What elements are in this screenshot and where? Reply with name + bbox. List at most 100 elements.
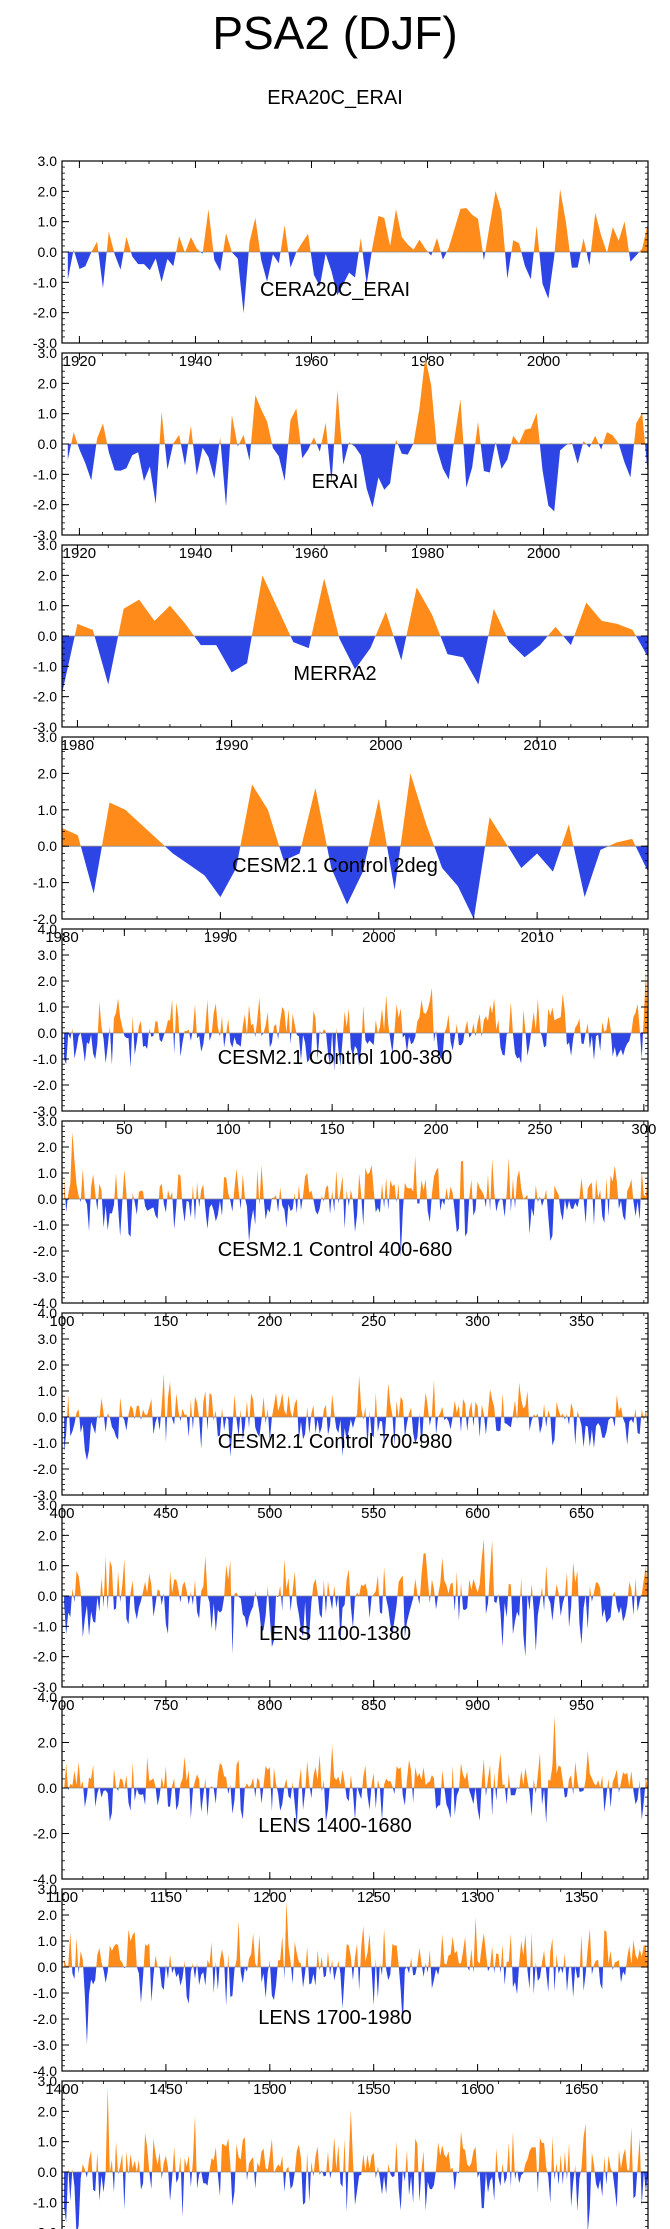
y-tick-label: -1.0 — [33, 875, 57, 891]
x-tick-label: 300 — [631, 1121, 656, 1138]
y-tick-label: -1.0 — [33, 1618, 57, 1634]
negative-area — [64, 1788, 649, 1826]
x-tick-label: 1250 — [357, 1889, 390, 1906]
plot-frame — [61, 736, 649, 920]
x-tick-label: 1940 — [179, 545, 212, 562]
chart-svg: 3.02.01.00.0-1.0-2.0-3.01700175018001850… — [33, 2073, 649, 2229]
positive-area — [64, 1900, 649, 1967]
y-tick-label: -2.0 — [33, 689, 57, 705]
x-tick-label: 650 — [569, 1505, 594, 1522]
x-tick-label: 1350 — [565, 1889, 598, 1906]
x-tick-label: 1300 — [461, 1889, 494, 1906]
y-tick-label: -3.0 — [33, 1269, 57, 1285]
y-tick-label: 0.0 — [38, 1959, 58, 1975]
positive-area — [64, 971, 649, 1033]
y-tick-label: -3.0 — [33, 2037, 57, 2053]
y-tick-label: 1.0 — [38, 1165, 58, 1181]
y-tick-label: 3.0 — [38, 537, 58, 553]
chart-svg: 3.0 2.0 1.0 0.0 -1.0 -2.0 -3.0 1920 1940 1960 1980… — [33, 153, 649, 370]
plot-frame — [61, 928, 649, 1112]
x-tick-label: 250 — [361, 1313, 386, 1330]
x-tick-label: 450 — [153, 1505, 178, 1522]
y-tick-label: 3.0 — [38, 153, 58, 169]
x-tick-label: 1960 — [295, 353, 328, 370]
x-tick-label: 900 — [465, 1697, 490, 1714]
positive-area — [62, 575, 648, 636]
y-tick-label: 0.0 — [38, 1780, 58, 1796]
x-tick-label: 1450 — [149, 2081, 182, 2098]
positive-area — [67, 357, 648, 444]
y-tick-label: -1.0 — [33, 466, 57, 482]
y-tick-label: 2.0 — [38, 2103, 58, 2119]
chart-svg: 3.0 2.0 1.0 0.0 -1.0 -2.0 1980 1990 2000 2010 — [33, 729, 649, 946]
y-tick-label: 3.0 — [38, 1113, 58, 1129]
y-tick-label: 0.0 — [38, 244, 58, 260]
x-tick-label: 150 — [320, 1121, 345, 1138]
y-tick-label: -1.0 — [33, 1051, 57, 1067]
chart-title: CESM2.1 Control 100-380 — [217, 1047, 453, 1069]
y-tick-label: 3.0 — [38, 1331, 58, 1347]
x-tick-label: 2010 — [520, 929, 553, 946]
y-tick-label: -3.0 — [33, 527, 57, 543]
negative-area — [64, 1596, 649, 1657]
y-tick-label: 1.0 — [38, 1383, 58, 1399]
y-tick-label: 1.0 — [38, 406, 58, 422]
y-tick-label: -2.0 — [33, 1461, 57, 1477]
y-tick-label: 3.0 — [38, 1881, 58, 1897]
chart-panel: LENS 1400-1680 3.0 2.0 1.0 0.0 -1.0 -2.0 -3.0 -4… — [0, 1814, 670, 2098]
x-tick-label: 750 — [153, 1697, 178, 1714]
x-tick-label: 1920 — [63, 353, 96, 370]
y-tick-label: 2.0 — [38, 973, 58, 989]
chart-panel: ERAI 3.0 2.0 1.0 0.0 -1.0 -2.0 -3.0 1980 1990 2000… — [0, 470, 670, 754]
chart-panel: CESM2.1 Control 700-980 3.0 2.0 1.0 0.0 -1.0 -… — [0, 1430, 670, 1714]
y-tick-label: -3.0 — [33, 1487, 57, 1503]
chart-panel: MERRA2 3.0 2.0 1.0 0.0 -1.0 -2.0 1980 1990 2000 20… — [0, 662, 670, 946]
y-tick-label: 2.0 — [38, 1357, 58, 1373]
chart-title: ERAI — [311, 471, 359, 493]
y-tick-label: -2.0 — [33, 1649, 57, 1665]
y-tick-label: -2.0 — [33, 1243, 57, 1259]
x-tick-label: 50 — [116, 1121, 133, 1138]
chart-panel: LENS 1100-1380 4.0 2.0 0.0 -2.0 -4.0 1100 1150 1… — [0, 1622, 670, 1906]
x-tick-label: 1990 — [215, 737, 248, 754]
x-tick-label: 1650 — [565, 2081, 598, 2098]
y-tick-label: 0.0 — [38, 1025, 58, 1041]
positive-area — [64, 1715, 649, 1788]
chart-panel: LENS 1700-19803.02.01.00.0-1.0-2.0-3.017… — [0, 2006, 670, 2229]
plot-frame — [61, 1312, 649, 1496]
y-tick-label: 3.0 — [38, 947, 58, 963]
y-tick-label: 2.0 — [38, 183, 58, 199]
negative-area — [62, 846, 648, 919]
chart-svg: 3.0 2.0 1.0 0.0 -1.0 -2.0 -3.0 1920 1940 1960 1980… — [33, 345, 649, 562]
y-tick-label: 2.0 — [38, 375, 58, 391]
chart-title: LENS 1700-1980 — [258, 2007, 412, 2029]
x-tick-label: 850 — [361, 1697, 386, 1714]
negative-area — [64, 2172, 648, 2229]
y-tick-label: -2.0 — [33, 1077, 57, 1093]
y-tick-label: -2.0 — [33, 305, 57, 321]
y-tick-label: 3.0 — [38, 2073, 58, 2089]
y-tick-label: -1.0 — [33, 1435, 57, 1451]
y-tick-label: 4.0 — [38, 921, 58, 937]
y-tick-label: 2.0 — [38, 1907, 58, 1923]
x-tick-label: 200 — [424, 1121, 449, 1138]
x-tick-label: 2000 — [527, 353, 560, 370]
y-tick-label: -1.0 — [33, 1985, 57, 2001]
plot-frame — [61, 1120, 649, 1304]
x-tick-label: 1980 — [61, 737, 94, 754]
chart-title: LENS 1400-1680 — [258, 1815, 412, 1837]
negative-area — [67, 252, 648, 313]
y-tick-label: -3.0 — [33, 719, 57, 735]
positive-area — [64, 1373, 649, 1417]
y-tick-label: 4.0 — [38, 1305, 58, 1321]
y-tick-label: 2.0 — [38, 765, 58, 781]
y-tick-label: -2.0 — [33, 497, 57, 513]
chart-panel: ERA20C_ERAI 3.0 2.0 1.0 0.0 -1.0 -2.0 -3.0 1920 1… — [0, 86, 670, 370]
y-tick-label: -4.0 — [33, 2063, 57, 2079]
x-tick-label: 100 — [216, 1121, 241, 1138]
plot-frame — [61, 1888, 649, 2072]
x-tick-label: 1980 — [411, 353, 444, 370]
